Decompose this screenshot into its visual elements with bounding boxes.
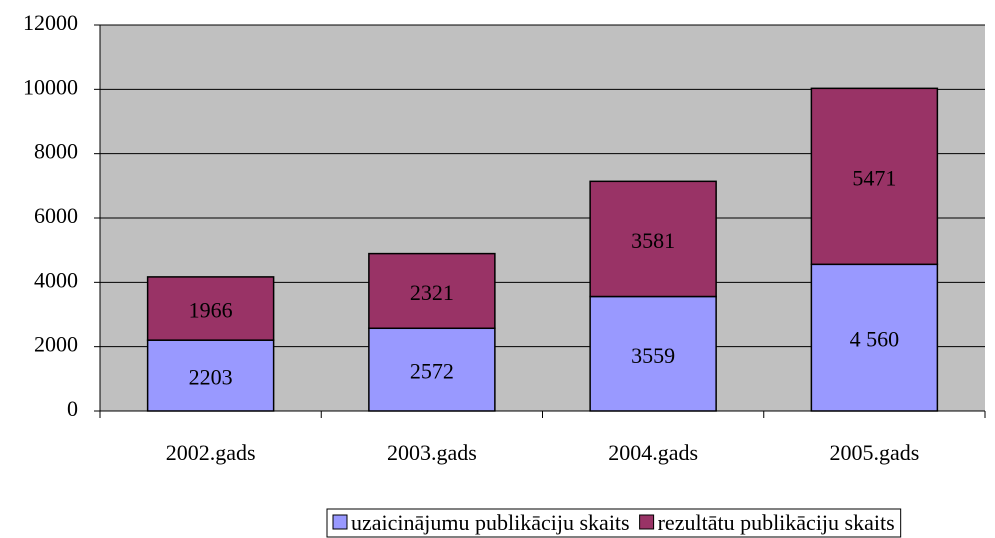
- bar-segment: [810, 263, 939, 412]
- y-tick-label: 2000: [34, 332, 78, 357]
- value-label: 2203: [189, 365, 233, 390]
- legend-swatch: [639, 514, 655, 530]
- x-tick-label: 2004.gads: [608, 440, 698, 465]
- value-label: 3581: [631, 228, 675, 253]
- legend-label: uzaicinājumu publikāciju skaits: [351, 510, 630, 535]
- value-label: 4 560: [850, 327, 900, 352]
- y-tick-label: 0: [67, 396, 78, 421]
- value-label: 2572: [410, 359, 454, 384]
- bar-segment: [810, 87, 939, 266]
- legend-label: rezultātu publikāciju skaits: [658, 510, 895, 535]
- value-label: 1966: [189, 298, 233, 323]
- x-tick-label: 2003.gads: [387, 440, 477, 465]
- bar-segment: [589, 295, 717, 412]
- x-tick-label: 2005.gads: [829, 440, 919, 465]
- y-tick-label: 10000: [23, 74, 78, 99]
- legend-swatch: [332, 514, 348, 530]
- y-tick-label: 12000: [23, 10, 78, 35]
- bar-segment: [368, 252, 496, 330]
- value-label: 5471: [852, 165, 896, 190]
- bar-segment: [146, 276, 275, 341]
- bar-segment: [146, 339, 275, 412]
- value-label: 2321: [410, 280, 454, 305]
- y-tick-label: 6000: [34, 203, 78, 228]
- y-tick-label: 8000: [34, 139, 78, 164]
- value-label: 3559: [631, 343, 675, 368]
- x-tick-label: 2002.gads: [166, 440, 256, 465]
- bar-segment: [589, 180, 717, 298]
- legend-box: [326, 508, 902, 538]
- y-tick-label: 4000: [34, 267, 78, 292]
